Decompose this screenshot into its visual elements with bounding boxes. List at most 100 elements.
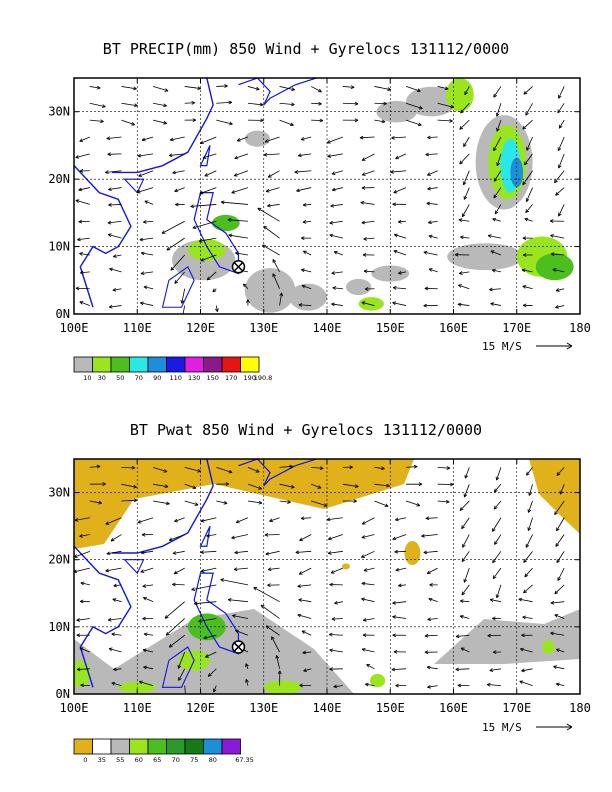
colorbar-swatch	[110, 356, 130, 373]
wind-vector	[260, 604, 280, 619]
wind-arrowhead	[384, 503, 389, 508]
wind-vector	[303, 204, 312, 206]
wind-vector	[424, 634, 438, 637]
wind-vector	[460, 600, 470, 603]
wind-vector	[328, 534, 343, 540]
wind-vector	[206, 534, 217, 537]
wind-arrowhead	[299, 683, 303, 688]
wind-arrowhead	[362, 252, 367, 257]
wind-vector	[405, 86, 421, 92]
wind-arrowhead	[391, 667, 396, 672]
wind-arrowhead	[554, 590, 559, 595]
wind-arrowhead	[521, 268, 526, 273]
wind-arrowhead	[140, 251, 145, 256]
wind-vector	[493, 136, 502, 151]
wind-vector	[425, 153, 438, 156]
wind-arrowhead	[136, 189, 141, 194]
wind-arrowhead	[331, 302, 335, 307]
wind-vector	[184, 500, 199, 506]
wind-arrowhead	[234, 155, 239, 160]
wind-arrowhead	[297, 613, 302, 618]
wind-vector	[140, 567, 154, 573]
wind-vector	[463, 484, 470, 498]
colorbar-label: 30	[98, 374, 106, 382]
wind-vector	[522, 119, 533, 130]
wind-arrowhead	[133, 498, 138, 503]
wind-vector	[496, 584, 502, 598]
wind-arrowhead	[525, 111, 529, 116]
wind-arrowhead	[296, 188, 300, 193]
wind-vector	[457, 303, 470, 306]
wind-vector	[110, 534, 122, 542]
wind-vector	[138, 170, 154, 177]
wind-vector	[458, 284, 470, 290]
wind-vector	[361, 153, 375, 161]
wind-vector	[342, 483, 359, 488]
wind-arrowhead	[80, 683, 84, 688]
wind-vector	[174, 271, 185, 284]
wind-arrowhead	[233, 173, 238, 177]
wind-vector	[490, 250, 502, 256]
wind-arrowhead	[350, 85, 355, 89]
wind-arrowhead	[326, 517, 331, 522]
wind-vector	[393, 287, 407, 290]
wind-vector	[298, 304, 312, 306]
wind-arrowhead	[458, 271, 463, 275]
wind-vector	[392, 616, 407, 619]
wind-arrowhead	[242, 283, 247, 288]
wind-arrowhead	[258, 500, 263, 505]
wind-vector	[302, 220, 312, 223]
wind-vector	[184, 102, 195, 104]
wind-arrowhead	[326, 140, 331, 144]
wind-vector	[550, 253, 565, 256]
gyre-marker-cross	[233, 262, 244, 272]
wind-vector	[555, 534, 565, 547]
wind-arrowhead	[381, 466, 385, 471]
wind-arrowhead	[220, 578, 225, 582]
wind-vector	[272, 259, 280, 273]
wind-arrowhead	[394, 233, 398, 238]
wind-vector	[459, 119, 470, 130]
wind-arrowhead	[317, 88, 322, 93]
wind-arrowhead	[98, 500, 103, 505]
wind-arrowhead	[78, 219, 83, 224]
wind-arrowhead	[354, 484, 359, 489]
wind-vector	[194, 601, 217, 605]
wind-arrowhead	[457, 302, 462, 307]
wind-arrowhead	[199, 140, 204, 145]
wind-vector	[361, 582, 375, 586]
colorbar-swatch	[221, 738, 241, 755]
wind-vector	[105, 567, 122, 572]
wind-vector	[296, 187, 312, 192]
wind-arrowhead	[75, 199, 80, 203]
wind-arrowhead	[137, 519, 142, 524]
pwat-shade	[370, 673, 386, 688]
colorbar-swatch	[240, 356, 260, 373]
wind-arrowhead	[462, 181, 467, 186]
colorbar-swatch	[184, 738, 204, 755]
wind-arrowhead	[395, 517, 399, 522]
wind-vector	[141, 252, 154, 256]
wind-vector	[106, 550, 122, 555]
wind-arrowhead	[138, 173, 143, 177]
wind-vector	[111, 682, 122, 686]
wind-arrowhead	[461, 213, 466, 218]
wind-arrowhead	[275, 655, 280, 659]
wind-arrowhead	[102, 482, 106, 486]
pwat-shade	[74, 609, 354, 694]
wind-vector	[556, 467, 565, 476]
wind-vector	[121, 102, 138, 107]
wind-vector	[200, 517, 217, 522]
wind-arrowhead	[555, 542, 560, 547]
wind-arrowhead	[231, 190, 236, 194]
wind-arrowhead	[427, 135, 431, 140]
wind-vector	[558, 119, 565, 129]
reference-vector-label: 15 M/S	[482, 721, 522, 734]
wind-arrowhead	[174, 280, 179, 284]
japan-coast	[238, 78, 319, 106]
wind-vector	[554, 170, 565, 184]
reference-vector-head	[566, 723, 573, 731]
wind-vector	[374, 86, 391, 91]
wind-arrowhead	[493, 147, 497, 152]
wind-arrowhead	[191, 101, 196, 105]
